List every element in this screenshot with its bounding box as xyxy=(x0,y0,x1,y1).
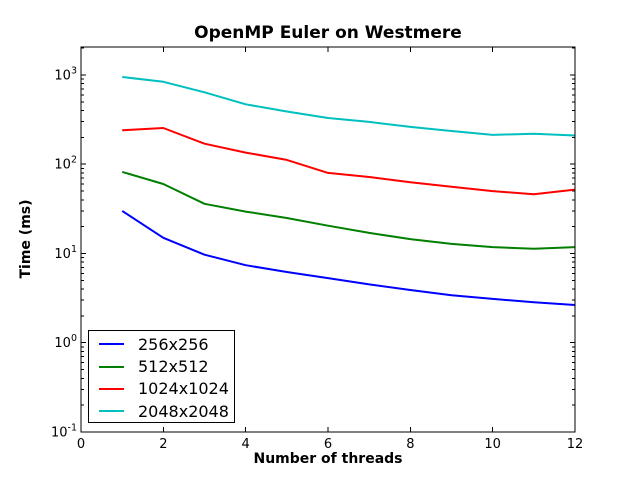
legend-label: 256x256 xyxy=(138,334,209,354)
y-tick-label: 103 xyxy=(54,65,77,83)
legend-line-swatch xyxy=(99,343,124,346)
series-line-256x256 xyxy=(121,210,576,306)
y-tick-label: 101 xyxy=(54,244,77,262)
series-line-2048x2048 xyxy=(122,76,576,137)
legend-label: 2048x2048 xyxy=(138,401,229,421)
x-axis-label: Number of threads xyxy=(253,451,402,467)
y-tick-label: 102 xyxy=(54,155,77,173)
series-line-512x512 xyxy=(121,170,576,250)
y-axis-label: Time (ms) xyxy=(18,199,34,278)
legend-line-swatch xyxy=(99,365,124,368)
legend-item: 2048x2048 xyxy=(89,400,234,422)
y-tick-label: 100 xyxy=(54,333,77,351)
legend-label: 512x512 xyxy=(138,357,209,377)
legend-line-swatch xyxy=(99,410,124,413)
x-tick-label: 8 xyxy=(406,437,414,452)
x-tick-label: 10 xyxy=(484,437,501,452)
y-tick-label: 10-1 xyxy=(51,423,77,441)
legend-item: 512x512 xyxy=(89,355,234,377)
chart-title: OpenMP Euler on Westmere xyxy=(194,23,462,43)
legend-item: 1024x1024 xyxy=(89,378,234,400)
legend-item: 256x256 xyxy=(89,333,234,355)
x-tick-label: 2 xyxy=(159,437,167,452)
legend-line-swatch xyxy=(99,387,124,390)
x-tick-label: 4 xyxy=(242,437,250,452)
axes-frame xyxy=(80,46,576,433)
x-tick-label: 0 xyxy=(77,437,85,452)
x-tick-label: 12 xyxy=(567,437,584,452)
legend: 256x256 512x512 1024x1024 2048x2048 xyxy=(88,330,235,423)
series-line-1024x1024 xyxy=(122,127,576,196)
legend-label: 1024x1024 xyxy=(138,379,229,399)
x-tick-label: 6 xyxy=(324,437,332,452)
